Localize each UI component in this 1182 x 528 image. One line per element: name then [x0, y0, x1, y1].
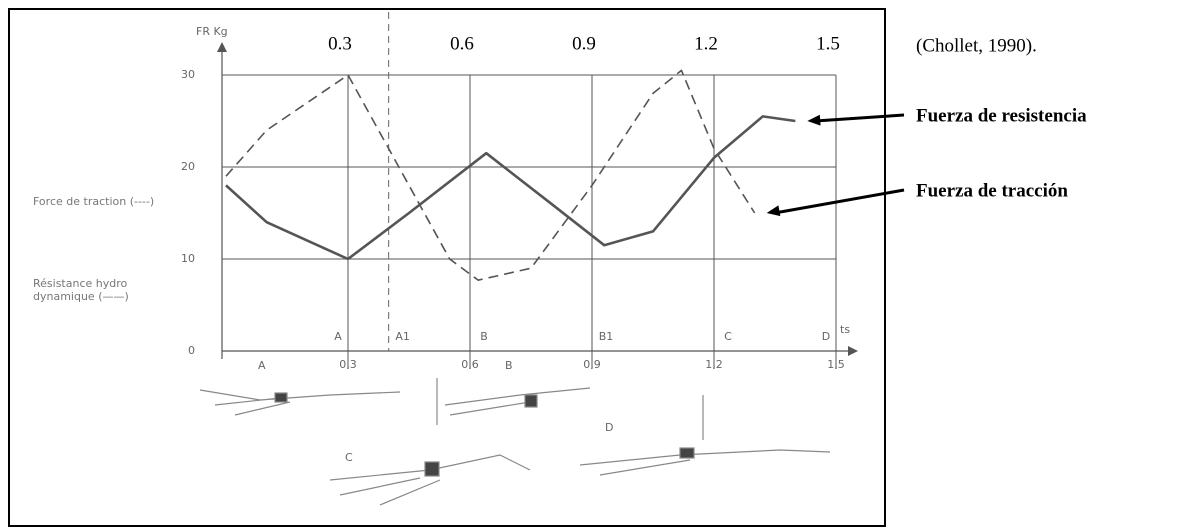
top-tick-label: 0.6 — [450, 33, 474, 54]
phase-label: D — [822, 330, 830, 343]
annotation-arrowhead — [767, 205, 781, 216]
chart: (Chollet, 1990). FR Kg ts 01020300,30,60… — [0, 0, 1182, 528]
y-tick-label: 20 — [181, 160, 195, 173]
top-tick-label: 0.9 — [572, 33, 596, 54]
swimmer-c-body — [425, 462, 439, 476]
citation: (Chollet, 1990). — [916, 35, 1037, 56]
swimmer-label: D — [605, 421, 613, 434]
phase-label: B1 — [599, 330, 614, 343]
legend-entry: Force de traction (----) — [33, 195, 173, 208]
x-axis-unit: ts — [840, 323, 850, 336]
figure-frame — [9, 9, 885, 526]
phase-label: C — [724, 330, 732, 343]
swimmer-a-body — [275, 393, 287, 402]
series-line — [226, 116, 795, 259]
swimmer-label: A — [258, 359, 266, 372]
y-axis-arrow — [217, 42, 227, 52]
legend-entry: Résistance hydro dynamique (——) — [33, 277, 173, 303]
y-tick-label: 0 — [188, 344, 195, 357]
annotation-arrow — [815, 115, 904, 121]
annotation-arrowhead — [807, 115, 820, 126]
swimmer-b — [437, 378, 590, 425]
y-tick-label: 10 — [181, 252, 195, 265]
top-tick-label: 0.3 — [328, 33, 352, 54]
swimmer-d — [580, 395, 830, 475]
top-tick-label: 1.5 — [816, 33, 840, 54]
annotation: Fuerza de tracción — [916, 180, 1068, 201]
phase-label: A — [334, 330, 342, 343]
swimmer-label: C — [345, 451, 353, 464]
y-axis-label: FR Kg — [196, 25, 228, 38]
y-tick-label: 30 — [181, 68, 195, 81]
swimmer-sketches — [200, 378, 830, 505]
top-tick-label: 1.2 — [694, 33, 718, 54]
swimmer-b-body — [525, 395, 537, 407]
page: (Chollet, 1990). FR Kg ts 01020300,30,60… — [0, 0, 1182, 528]
phase-label: A1 — [395, 330, 410, 343]
annotation: Fuerza de resistencia — [916, 105, 1087, 126]
swimmer-label: B — [505, 359, 513, 372]
phase-label: B — [480, 330, 488, 343]
x-axis-arrow — [848, 346, 858, 356]
swimmer-d-body — [680, 448, 694, 458]
swimmer-a — [200, 390, 400, 415]
series-line — [226, 70, 755, 280]
